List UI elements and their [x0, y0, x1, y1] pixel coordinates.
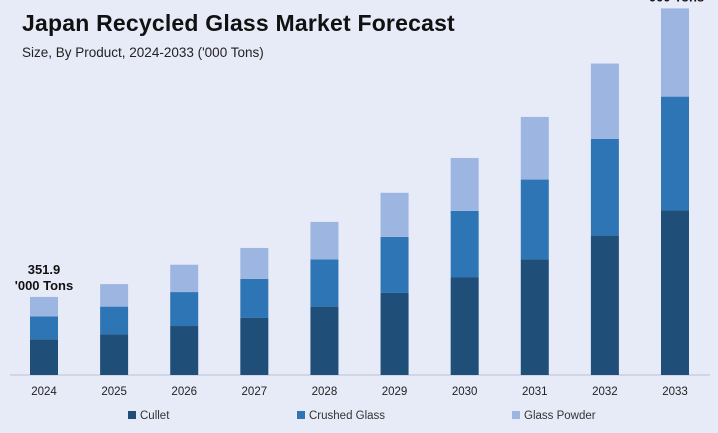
bar-crushed-glass-2027 [240, 278, 269, 318]
annotation-unit: '000 Tons [15, 278, 73, 293]
x-tick-label: 2031 [522, 386, 548, 398]
bar-crushed-glass-2028 [310, 259, 339, 307]
legend-label: Crushed Glass [309, 410, 385, 422]
bar-cullet-2032 [590, 235, 619, 375]
legend-swatch-crushed-glass [297, 411, 305, 419]
x-tick-label: 2025 [101, 386, 127, 398]
bar-glass-powder-2026 [170, 264, 199, 293]
annotation-unit: '000 Tons [646, 0, 704, 4]
bar-crushed-glass-2026 [170, 292, 199, 327]
bar-glass-powder-2025 [100, 284, 129, 307]
bar-cullet-2025 [100, 334, 129, 375]
bars-group [30, 8, 689, 375]
legend-label: Glass Powder [524, 410, 596, 422]
bar-cullet-2028 [310, 306, 339, 375]
bar-glass-powder-2024 [30, 296, 58, 317]
bar-cullet-2026 [170, 326, 199, 375]
legend-swatch-glass-powder [512, 411, 520, 419]
bar-cullet-2030 [450, 277, 479, 375]
bar-cullet-2033 [661, 210, 689, 375]
bar-cullet-2029 [380, 292, 409, 375]
bar-crushed-glass-2031 [520, 179, 549, 260]
chart-title: Japan Recycled Glass Market Forecast [22, 10, 455, 36]
bar-cullet-2027 [240, 317, 269, 375]
annotation-value: 351.9 [28, 262, 61, 277]
x-tick-label: 2029 [382, 386, 408, 398]
chart-subtitle: Size, By Product, 2024-2033 ('000 Tons) [22, 45, 264, 60]
x-tick-label: 2033 [662, 386, 688, 398]
x-tick-label: 2030 [452, 386, 478, 398]
bar-crushed-glass-2024 [30, 316, 58, 340]
bar-cullet-2031 [520, 259, 549, 375]
bar-crushed-glass-2030 [450, 210, 479, 278]
legend-swatch-cullet [128, 411, 136, 419]
legend: Cullet Crushed Glass Glass Powder [128, 410, 596, 422]
x-tick-labels: 2024 2025 2026 2027 2028 2029 2030 2031 2032 2033 [31, 386, 688, 398]
bar-glass-powder-2033 [661, 8, 689, 97]
x-tick-label: 2027 [242, 386, 268, 398]
bar-glass-powder-2030 [450, 157, 479, 211]
bar-glass-powder-2027 [240, 247, 269, 279]
legend-label: Cullet [140, 410, 170, 422]
bar-glass-powder-2032 [590, 63, 619, 139]
value-annotations: 351.9'000 Tons508.6'000 Tons [15, 0, 704, 293]
x-tick-label: 2024 [31, 386, 57, 398]
x-tick-label: 2028 [312, 386, 338, 398]
bar-crushed-glass-2029 [380, 236, 409, 293]
bar-glass-powder-2028 [310, 221, 339, 260]
x-tick-label: 2026 [171, 386, 197, 398]
bar-cullet-2024 [30, 339, 58, 375]
bar-crushed-glass-2032 [590, 138, 619, 236]
x-tick-label: 2032 [592, 386, 618, 398]
bar-crushed-glass-2033 [661, 96, 689, 211]
bar-glass-powder-2029 [380, 192, 409, 237]
bar-crushed-glass-2025 [100, 306, 129, 335]
bar-glass-powder-2031 [520, 116, 549, 180]
